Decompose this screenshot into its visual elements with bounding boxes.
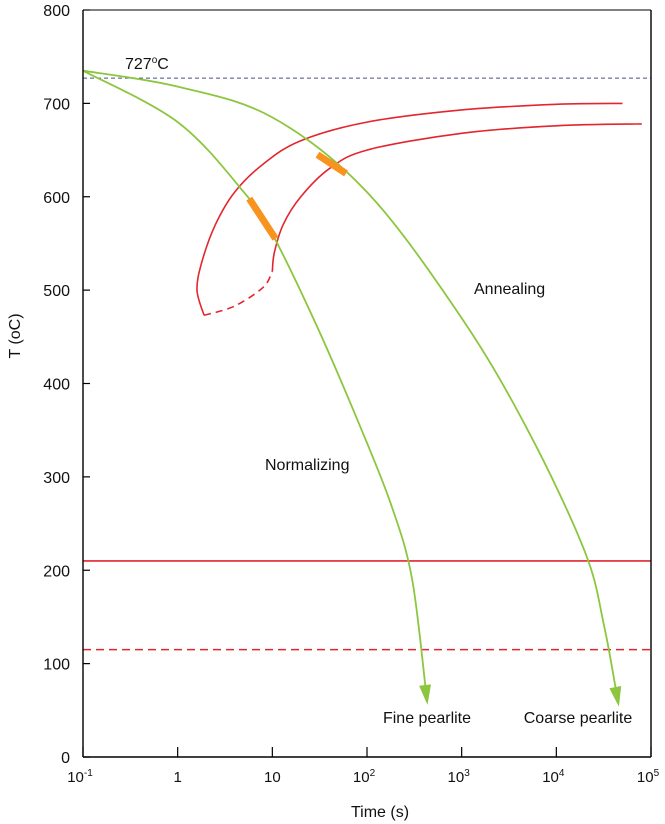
y-tick-label: 200 — [43, 563, 70, 580]
normalizing-cooling-curve — [82, 69, 428, 702]
y-tick-label: 500 — [43, 283, 70, 300]
annealing-arrowhead — [609, 686, 622, 707]
eutectoid-value: 727 — [125, 56, 152, 73]
x-tick-exponent: 2 — [370, 768, 376, 779]
x-tick-exponent: 5 — [654, 768, 660, 779]
eutectoid-label: 727oC — [125, 55, 169, 73]
y-tick-label: 300 — [43, 470, 70, 487]
coarse-pearlite-label: Coarse pearlite — [524, 710, 633, 727]
x-tick-base: 10 — [353, 769, 370, 786]
x-axis-label: Time (s) — [351, 804, 409, 821]
x-tick-label: 10-1 — [67, 768, 93, 786]
x-tick-base: 10 — [448, 769, 465, 786]
annealing-label: Annealing — [474, 281, 545, 298]
x-tick-label: 102 — [353, 768, 376, 786]
x-tick-base: 10 — [542, 769, 559, 786]
transformation-start-curve — [196, 102, 623, 316]
plot-lines — [82, 69, 651, 707]
y-tick-label: 100 — [43, 657, 70, 674]
x-tick-label: 10 — [264, 769, 281, 786]
y-axis-label-t: T (oC) — [7, 313, 24, 358]
transformation-finish-curve — [271, 123, 642, 272]
eutectoid-unit: C — [157, 56, 169, 73]
x-tick-label: 1 — [173, 769, 181, 786]
normalizing-label: Normalizing — [265, 457, 349, 474]
fine-pearlite-label: Fine pearlite — [383, 710, 471, 727]
x-tick-label: 105 — [637, 768, 660, 786]
normalizing-arrowhead — [419, 684, 431, 705]
y-tick-label: 600 — [43, 190, 70, 207]
x-tick-base: 10 — [637, 769, 654, 786]
x-tick-base: 1 — [173, 769, 181, 786]
y-axis-label: T (oC) — [7, 313, 24, 358]
y-tick-label: 700 — [43, 96, 70, 113]
normalizing-transform-segment — [246, 196, 279, 241]
x-tick-exponent: 4 — [559, 768, 565, 779]
y-tick-label: 800 — [43, 3, 70, 20]
x-tick-label: 104 — [542, 768, 565, 786]
y-tick-label: 0 — [61, 750, 70, 767]
annealing-transform-segment — [315, 151, 348, 177]
transformation-start-dashed — [203, 271, 274, 317]
x-tick-exponent: -1 — [84, 768, 93, 779]
x-tick-label: 103 — [448, 768, 471, 786]
annealing-cooling-curve — [82, 69, 620, 703]
x-tick-base: 10 — [67, 769, 84, 786]
x-tick-exponent: 3 — [464, 768, 470, 779]
y-tick-label: 400 — [43, 377, 70, 394]
x-tick-base: 10 — [264, 769, 281, 786]
eutectoid-sup: o — [152, 55, 158, 66]
